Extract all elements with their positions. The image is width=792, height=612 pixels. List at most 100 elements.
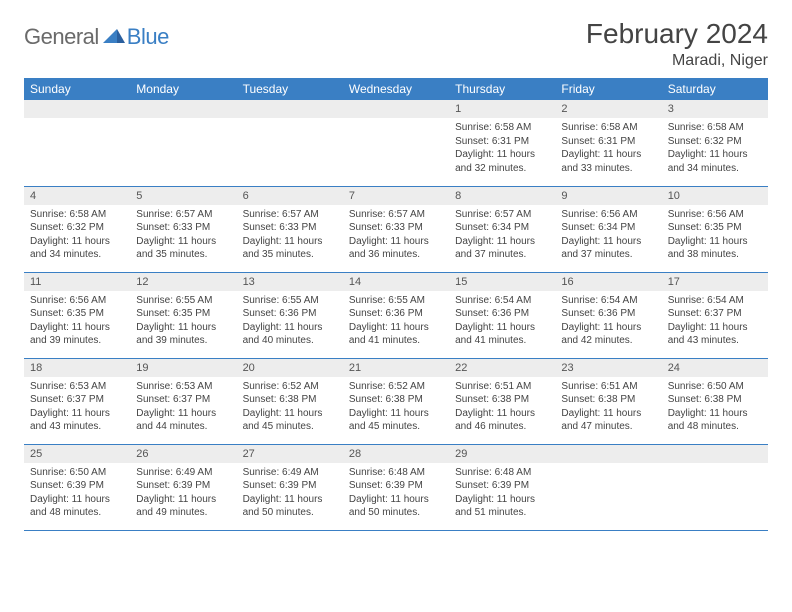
day-details: Sunrise: 6:54 AMSunset: 6:37 PMDaylight:… bbox=[662, 291, 768, 354]
daylight-text: Daylight: 11 hours and 48 minutes. bbox=[30, 493, 124, 520]
sunrise-text: Sunrise: 6:54 AM bbox=[668, 294, 762, 308]
daylight-text: Daylight: 11 hours and 48 minutes. bbox=[668, 407, 762, 434]
calendar-week-row: 25Sunrise: 6:50 AMSunset: 6:39 PMDayligh… bbox=[24, 444, 768, 530]
daylight-text: Daylight: 11 hours and 43 minutes. bbox=[30, 407, 124, 434]
daylight-text: Daylight: 11 hours and 50 minutes. bbox=[243, 493, 337, 520]
sunset-text: Sunset: 6:38 PM bbox=[349, 393, 443, 407]
day-number bbox=[555, 445, 661, 463]
day-details: Sunrise: 6:52 AMSunset: 6:38 PMDaylight:… bbox=[343, 377, 449, 440]
sunrise-text: Sunrise: 6:57 AM bbox=[349, 208, 443, 222]
logo: General Blue bbox=[24, 24, 169, 50]
sunset-text: Sunset: 6:35 PM bbox=[136, 307, 230, 321]
day-number bbox=[130, 100, 236, 118]
sunrise-text: Sunrise: 6:56 AM bbox=[30, 294, 124, 308]
day-details: Sunrise: 6:55 AMSunset: 6:36 PMDaylight:… bbox=[237, 291, 343, 354]
sunrise-text: Sunrise: 6:55 AM bbox=[349, 294, 443, 308]
calendar-day-cell: 7Sunrise: 6:57 AMSunset: 6:33 PMDaylight… bbox=[343, 186, 449, 272]
sunset-text: Sunset: 6:37 PM bbox=[136, 393, 230, 407]
daylight-text: Daylight: 11 hours and 41 minutes. bbox=[455, 321, 549, 348]
sunset-text: Sunset: 6:35 PM bbox=[30, 307, 124, 321]
location-label: Maradi, Niger bbox=[586, 52, 768, 70]
calendar-day-cell bbox=[24, 100, 130, 186]
calendar-day-cell bbox=[130, 100, 236, 186]
day-number: 1 bbox=[449, 100, 555, 118]
sunrise-text: Sunrise: 6:58 AM bbox=[668, 121, 762, 135]
day-details: Sunrise: 6:58 AMSunset: 6:32 PMDaylight:… bbox=[24, 205, 130, 268]
day-number: 28 bbox=[343, 445, 449, 463]
calendar-week-row: 4Sunrise: 6:58 AMSunset: 6:32 PMDaylight… bbox=[24, 186, 768, 272]
day-details: Sunrise: 6:56 AMSunset: 6:34 PMDaylight:… bbox=[555, 205, 661, 268]
day-details: Sunrise: 6:58 AMSunset: 6:31 PMDaylight:… bbox=[555, 118, 661, 181]
daylight-text: Daylight: 11 hours and 39 minutes. bbox=[30, 321, 124, 348]
day-number: 18 bbox=[24, 359, 130, 377]
sunrise-text: Sunrise: 6:57 AM bbox=[136, 208, 230, 222]
day-details: Sunrise: 6:49 AMSunset: 6:39 PMDaylight:… bbox=[130, 463, 236, 526]
daylight-text: Daylight: 11 hours and 37 minutes. bbox=[455, 235, 549, 262]
day-details: Sunrise: 6:58 AMSunset: 6:32 PMDaylight:… bbox=[662, 118, 768, 181]
sunset-text: Sunset: 6:39 PM bbox=[243, 479, 337, 493]
calendar-day-cell: 8Sunrise: 6:57 AMSunset: 6:34 PMDaylight… bbox=[449, 186, 555, 272]
day-details bbox=[24, 118, 130, 127]
sunrise-text: Sunrise: 6:58 AM bbox=[561, 121, 655, 135]
sunrise-text: Sunrise: 6:56 AM bbox=[668, 208, 762, 222]
day-number bbox=[662, 445, 768, 463]
day-header: Wednesday bbox=[343, 78, 449, 100]
day-number: 11 bbox=[24, 273, 130, 291]
daylight-text: Daylight: 11 hours and 34 minutes. bbox=[668, 148, 762, 175]
title-block: February 2024 Maradi, Niger bbox=[586, 18, 768, 70]
calendar-day-cell: 15Sunrise: 6:54 AMSunset: 6:36 PMDayligh… bbox=[449, 272, 555, 358]
day-header: Sunday bbox=[24, 78, 130, 100]
day-number: 17 bbox=[662, 273, 768, 291]
day-number: 19 bbox=[130, 359, 236, 377]
day-header: Saturday bbox=[662, 78, 768, 100]
day-number: 23 bbox=[555, 359, 661, 377]
daylight-text: Daylight: 11 hours and 33 minutes. bbox=[561, 148, 655, 175]
calendar-day-cell: 5Sunrise: 6:57 AMSunset: 6:33 PMDaylight… bbox=[130, 186, 236, 272]
calendar-day-cell: 14Sunrise: 6:55 AMSunset: 6:36 PMDayligh… bbox=[343, 272, 449, 358]
day-details: Sunrise: 6:55 AMSunset: 6:35 PMDaylight:… bbox=[130, 291, 236, 354]
daylight-text: Daylight: 11 hours and 44 minutes. bbox=[136, 407, 230, 434]
day-number: 16 bbox=[555, 273, 661, 291]
daylight-text: Daylight: 11 hours and 35 minutes. bbox=[243, 235, 337, 262]
day-number: 26 bbox=[130, 445, 236, 463]
day-number bbox=[237, 100, 343, 118]
sunset-text: Sunset: 6:36 PM bbox=[243, 307, 337, 321]
daylight-text: Daylight: 11 hours and 49 minutes. bbox=[136, 493, 230, 520]
daylight-text: Daylight: 11 hours and 42 minutes. bbox=[561, 321, 655, 348]
day-details: Sunrise: 6:50 AMSunset: 6:39 PMDaylight:… bbox=[24, 463, 130, 526]
day-details bbox=[237, 118, 343, 127]
daylight-text: Daylight: 11 hours and 45 minutes. bbox=[243, 407, 337, 434]
sunset-text: Sunset: 6:38 PM bbox=[561, 393, 655, 407]
sunrise-text: Sunrise: 6:48 AM bbox=[349, 466, 443, 480]
header: General Blue February 2024 Maradi, Niger bbox=[24, 18, 768, 70]
sunrise-text: Sunrise: 6:56 AM bbox=[561, 208, 655, 222]
day-number: 6 bbox=[237, 187, 343, 205]
day-number: 20 bbox=[237, 359, 343, 377]
day-number: 8 bbox=[449, 187, 555, 205]
sunrise-text: Sunrise: 6:48 AM bbox=[455, 466, 549, 480]
calendar-day-cell: 10Sunrise: 6:56 AMSunset: 6:35 PMDayligh… bbox=[662, 186, 768, 272]
calendar-day-cell: 20Sunrise: 6:52 AMSunset: 6:38 PMDayligh… bbox=[237, 358, 343, 444]
daylight-text: Daylight: 11 hours and 40 minutes. bbox=[243, 321, 337, 348]
calendar-day-cell: 21Sunrise: 6:52 AMSunset: 6:38 PMDayligh… bbox=[343, 358, 449, 444]
day-number: 2 bbox=[555, 100, 661, 118]
sunset-text: Sunset: 6:36 PM bbox=[561, 307, 655, 321]
calendar-day-cell: 22Sunrise: 6:51 AMSunset: 6:38 PMDayligh… bbox=[449, 358, 555, 444]
daylight-text: Daylight: 11 hours and 41 minutes. bbox=[349, 321, 443, 348]
day-details: Sunrise: 6:57 AMSunset: 6:34 PMDaylight:… bbox=[449, 205, 555, 268]
sunset-text: Sunset: 6:39 PM bbox=[349, 479, 443, 493]
sunset-text: Sunset: 6:33 PM bbox=[243, 221, 337, 235]
sunrise-text: Sunrise: 6:57 AM bbox=[243, 208, 337, 222]
calendar-day-cell: 29Sunrise: 6:48 AMSunset: 6:39 PMDayligh… bbox=[449, 444, 555, 530]
calendar-day-cell: 19Sunrise: 6:53 AMSunset: 6:37 PMDayligh… bbox=[130, 358, 236, 444]
calendar-day-cell: 28Sunrise: 6:48 AMSunset: 6:39 PMDayligh… bbox=[343, 444, 449, 530]
calendar-table: Sunday Monday Tuesday Wednesday Thursday… bbox=[24, 78, 768, 531]
sunset-text: Sunset: 6:39 PM bbox=[455, 479, 549, 493]
day-details: Sunrise: 6:57 AMSunset: 6:33 PMDaylight:… bbox=[237, 205, 343, 268]
sunset-text: Sunset: 6:37 PM bbox=[30, 393, 124, 407]
day-details: Sunrise: 6:48 AMSunset: 6:39 PMDaylight:… bbox=[343, 463, 449, 526]
calendar-week-row: 1Sunrise: 6:58 AMSunset: 6:31 PMDaylight… bbox=[24, 100, 768, 186]
sunrise-text: Sunrise: 6:58 AM bbox=[30, 208, 124, 222]
calendar-day-cell: 4Sunrise: 6:58 AMSunset: 6:32 PMDaylight… bbox=[24, 186, 130, 272]
sunrise-text: Sunrise: 6:54 AM bbox=[561, 294, 655, 308]
